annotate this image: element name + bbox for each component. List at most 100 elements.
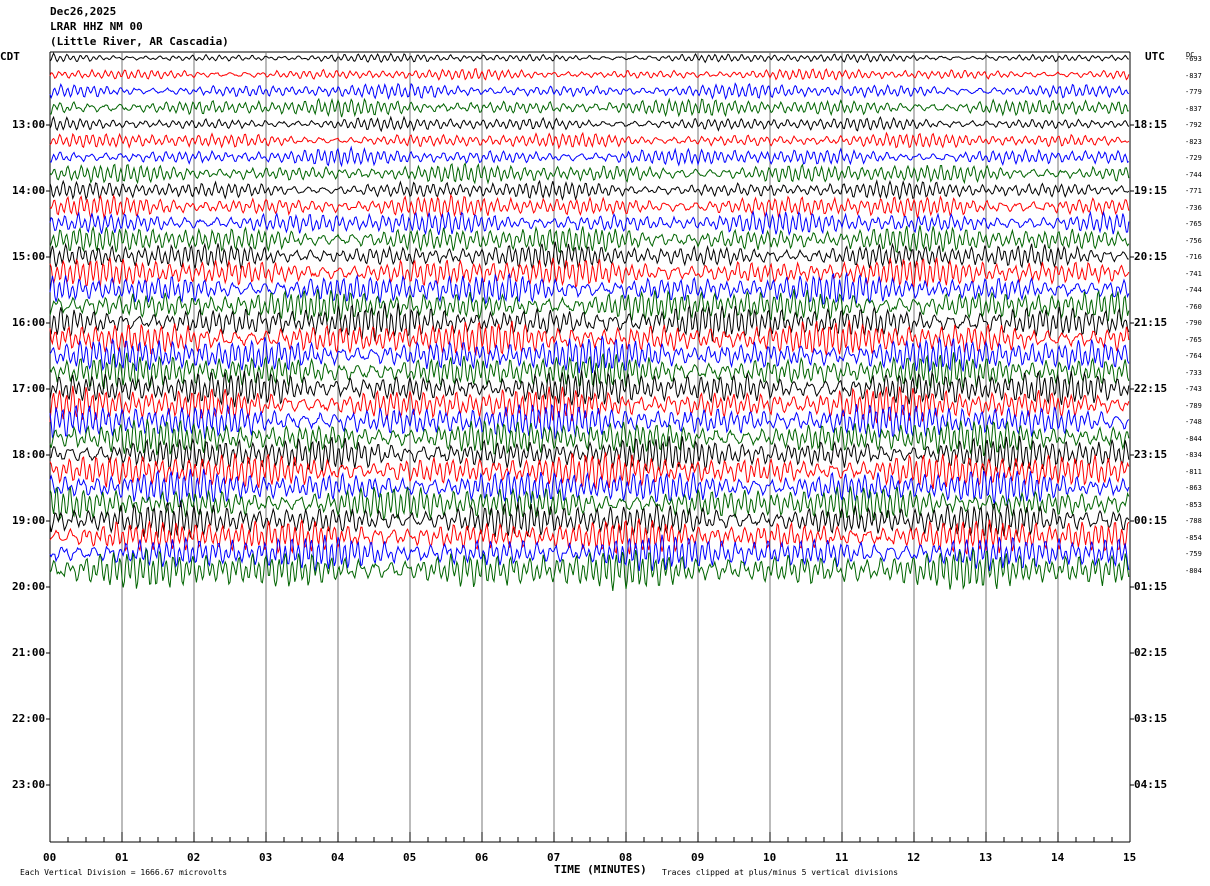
x-tick-label: 02 [187, 851, 201, 864]
station-location: (Little River, AR Cascadia) [50, 35, 229, 48]
x-tick-label: 11 [835, 851, 849, 864]
right-hour-label: 02:15 [1134, 646, 1168, 659]
left-hour-label: 16:00 [12, 316, 46, 329]
x-tick-label: 13 [979, 851, 993, 864]
dc-offset-label: -837 [1185, 104, 1202, 113]
seismic-trace [49, 547, 1130, 591]
seismic-trace [49, 335, 1130, 374]
clip-note: Traces clipped at plus/minus 5 vertical … [662, 868, 899, 877]
x-tick-label: 12 [907, 851, 921, 864]
dc-offset-label: -759 [1185, 550, 1202, 558]
seismic-trace [49, 289, 1130, 323]
dc-offset-label: -693 [1185, 55, 1202, 63]
dc-offset-label: -790 [1185, 319, 1202, 327]
dc-offset-label: -789 [1185, 401, 1202, 410]
seismic-trace [49, 320, 1130, 357]
station-code: LRAR HHZ NM 00 [50, 20, 143, 33]
seismic-trace [49, 193, 1130, 220]
dc-offset-label: -804 [1185, 566, 1202, 575]
seismic-trace [49, 352, 1130, 391]
dc-offset-label: -844 [1185, 434, 1202, 443]
dc-offset-label: -811 [1185, 467, 1202, 476]
right-hour-label: 21:15 [1134, 316, 1168, 329]
x-tick-label: 05 [403, 851, 417, 864]
seismic-trace [49, 82, 1130, 101]
right-hour-label: 19:15 [1134, 184, 1168, 197]
dc-offset-label: -771 [1185, 187, 1202, 195]
seismic-trace [49, 131, 1130, 150]
seismic-trace [50, 97, 1129, 118]
plot-date: Dec26,2025 [50, 5, 117, 18]
dc-offset-label: -733 [1185, 368, 1202, 377]
scale-note: Each Vertical Division = 1666.67 microvo… [20, 868, 228, 877]
seismic-trace [49, 370, 1130, 408]
seismic-trace [49, 210, 1130, 237]
dc-column-label: DC [1186, 51, 1195, 59]
dc-offset-label: -788 [1185, 517, 1202, 525]
dc-offset-label: -853 [1185, 500, 1202, 509]
dc-offset-label: -729 [1185, 154, 1202, 162]
dc-offset-label: -764 [1185, 352, 1202, 360]
seismic-trace [49, 241, 1129, 270]
right-hour-label: 22:15 [1134, 382, 1168, 395]
seismic-trace [49, 115, 1130, 133]
right-hour-label: 18:15 [1134, 118, 1168, 131]
left-timezone-label: CDT [0, 50, 20, 63]
dc-offset-label: -756 [1185, 236, 1202, 245]
seismic-trace [49, 534, 1130, 572]
seismic-trace [49, 272, 1130, 306]
dc-offset-label: -837 [1185, 71, 1202, 80]
x-tick-label: 06 [475, 851, 489, 864]
seismic-trace [49, 162, 1130, 185]
right-hour-label: 23:15 [1134, 448, 1168, 461]
left-hour-label: 21:00 [12, 646, 46, 659]
seismic-trace [49, 303, 1130, 342]
seismic-trace [49, 68, 1130, 81]
right-hour-label: 00:15 [1134, 514, 1168, 527]
dc-offset-label: -760 [1185, 302, 1202, 311]
x-tick-label: 04 [331, 851, 345, 864]
seismic-trace [49, 179, 1130, 201]
left-hour-label: 22:00 [12, 712, 46, 725]
dc-offset-label: -863 [1185, 484, 1202, 492]
x-tick-label: 09 [691, 851, 705, 864]
left-hour-label: 15:00 [12, 250, 46, 263]
seismic-trace [50, 145, 1130, 168]
right-hour-label: 20:15 [1134, 250, 1168, 263]
seismic-trace [49, 452, 1130, 490]
dc-offset-label: -834 [1185, 451, 1202, 459]
seismic-trace [49, 485, 1130, 522]
x-tick-label: 15 [1123, 851, 1137, 864]
seismic-trace [49, 257, 1130, 289]
left-hour-label: 17:00 [12, 382, 46, 395]
left-hour-label: 23:00 [12, 778, 46, 791]
seismic-trace [49, 419, 1130, 457]
dc-offset-label: -765 [1185, 220, 1202, 228]
dc-offset-label: -744 [1185, 286, 1202, 294]
dc-offset-label: -779 [1185, 88, 1202, 96]
right-timezone-label: UTC [1145, 50, 1165, 63]
right-hour-label: 01:15 [1134, 580, 1168, 593]
x-tick-label: 03 [259, 851, 273, 864]
left-hour-label: 13:00 [12, 118, 46, 131]
x-tick-label: 01 [115, 851, 129, 864]
dc-offset-label: -748 [1185, 418, 1202, 426]
dc-offset-label: -765 [1185, 335, 1202, 344]
x-tick-label: 00 [43, 851, 57, 864]
x-axis-label: TIME (MINUTES) [554, 863, 647, 876]
x-tick-label: 08 [619, 851, 633, 864]
left-hour-label: 18:00 [12, 448, 46, 461]
x-tick-label: 14 [1051, 851, 1065, 864]
seismic-trace [49, 225, 1130, 254]
seismic-trace [49, 468, 1130, 508]
right-hour-label: 03:15 [1134, 712, 1168, 725]
x-tick-label: 10 [763, 851, 777, 864]
dc-offset-label: -716 [1185, 253, 1202, 261]
dc-offset-label: -823 [1185, 137, 1202, 146]
dc-offset-label: -854 [1185, 533, 1202, 542]
x-tick-label: 07 [547, 851, 561, 864]
dc-offset-label: -744 [1185, 170, 1202, 179]
right-hour-label: 04:15 [1134, 778, 1168, 791]
left-hour-label: 20:00 [12, 580, 46, 593]
